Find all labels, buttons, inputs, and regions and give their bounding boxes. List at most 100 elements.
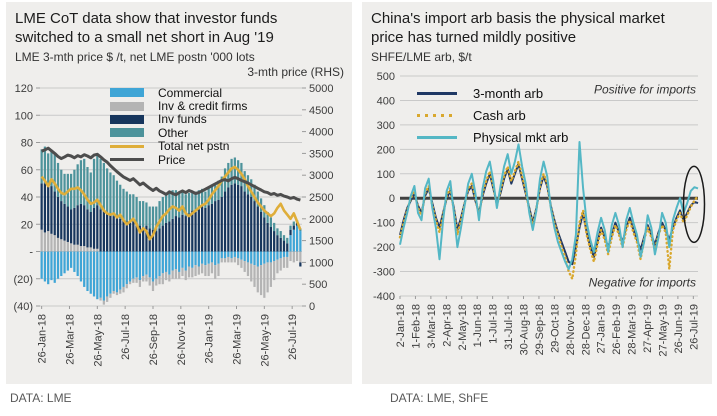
- svg-text:26-Nov-18: 26-Nov-18: [176, 314, 188, 365]
- inv-credit-swatch: [110, 101, 144, 111]
- right-chart-subtitle: SHFE/LME arb, $/t: [371, 50, 472, 64]
- svg-text:26-Mar-18: 26-Mar-18: [64, 314, 76, 365]
- svg-text:26-Jul-19: 26-Jul-19: [688, 304, 700, 350]
- svg-text:20: 20: [21, 219, 33, 231]
- right-chart-panel: China's import arb basis the physical ma…: [362, 2, 712, 384]
- legend-item-other: Other: [110, 125, 247, 140]
- svg-text:300: 300: [377, 120, 395, 132]
- svg-text:26-Jun-19: 26-Jun-19: [673, 304, 685, 354]
- svg-text:26-Sep-18: 26-Sep-18: [148, 314, 160, 365]
- right-chart-title: China's import arb basis the physical ma…: [371, 9, 703, 47]
- legend-label: Physical mkt arb: [473, 129, 569, 145]
- svg-text:(20): (20): [13, 274, 33, 286]
- svg-text:-300: -300: [373, 267, 395, 279]
- svg-text:40: 40: [21, 192, 33, 204]
- left-chart-title-line2: switched to a small net short in Aug '19: [15, 29, 274, 46]
- svg-text:4500: 4500: [309, 105, 333, 117]
- total-net-pstn-swatch: [110, 144, 144, 148]
- left-chart-subtitle: LME 3-mth price $ /t, net LME postn '000…: [15, 50, 255, 64]
- legend-item-commercial: Commercial: [110, 85, 247, 100]
- svg-text:28-Mar-19: 28-Mar-19: [627, 304, 639, 355]
- svg-text:28-Nov-18: 28-Nov-18: [565, 304, 577, 355]
- other-swatch: [110, 128, 144, 138]
- svg-text:1500: 1500: [309, 236, 333, 248]
- left-source-caption: DATA: LME: [10, 391, 72, 405]
- svg-text:-: -: [29, 247, 33, 259]
- right-chart-title-line1: China's import arb basis the physical ma…: [371, 10, 665, 27]
- legend-label: Inv & credit firms: [158, 99, 248, 114]
- three-month-arb-swatch: [417, 91, 457, 95]
- shfe-lme-arb-chart: 500 400 300 200 100 0 -100 -200 -300 -400 Positive…: [373, 71, 706, 357]
- svg-text:26-Jul-19: 26-Jul-19: [287, 314, 299, 360]
- legend-item-inv-credit: Inv & credit firms: [110, 99, 248, 114]
- svg-text:28-Dec-18: 28-Dec-18: [580, 304, 592, 355]
- legend-label: Price: [158, 152, 186, 167]
- svg-text:3000: 3000: [309, 170, 333, 182]
- left-chart-title-line1: LME CoT data show that investor funds: [15, 10, 278, 27]
- legend-label: Inv funds: [158, 112, 207, 127]
- svg-text:500: 500: [309, 279, 327, 291]
- svg-text:26-Jul-18: 26-Jul-18: [120, 314, 132, 360]
- price-swatch: [110, 157, 144, 162]
- svg-text:4000: 4000: [309, 127, 333, 139]
- svg-text:Negative for imports: Negative for imports: [589, 276, 696, 290]
- svg-text:0: 0: [389, 193, 395, 205]
- svg-text:26-Jan-18: 26-Jan-18: [37, 314, 49, 364]
- legend-item-physical-mkt-arb: Physical mkt arb: [417, 126, 568, 148]
- svg-text:2-Apr-18: 2-Apr-18: [441, 304, 453, 347]
- svg-text:-400: -400: [373, 291, 395, 303]
- right-chart-title-line2: price has turned mildly positive: [371, 29, 577, 46]
- right-axis-note: 3-mth price (RHS): [247, 65, 344, 79]
- svg-text:29-Sep-18: 29-Sep-18: [534, 304, 546, 355]
- right-source-caption: DATA: LME, ShFE: [390, 391, 489, 405]
- svg-text:30-Aug-18: 30-Aug-18: [519, 304, 531, 355]
- svg-text:500: 500: [377, 71, 395, 83]
- left-chart-legend: Commercial Inv & credit firms Inv funds …: [110, 85, 248, 167]
- svg-text:120: 120: [15, 83, 33, 95]
- legend-label: Other: [158, 125, 189, 140]
- svg-text:80: 80: [21, 138, 33, 150]
- legend-label: Total net pstn: [158, 139, 230, 154]
- svg-text:29-Oct-18: 29-Oct-18: [549, 304, 561, 353]
- physical-mkt-arb-swatch: [417, 135, 457, 139]
- svg-text:2000: 2000: [309, 214, 333, 226]
- svg-text:100: 100: [15, 110, 33, 122]
- svg-text:2500: 2500: [309, 192, 333, 204]
- right-chart-legend: 3-month arb Cash arb Physical mkt arb: [417, 82, 568, 148]
- svg-text:100: 100: [377, 169, 395, 181]
- svg-text:27-Jan-19: 27-Jan-19: [596, 304, 608, 354]
- svg-text:2-May-18: 2-May-18: [457, 304, 469, 350]
- svg-text:27-Apr-19: 27-Apr-19: [642, 304, 654, 353]
- svg-text:26-May-19: 26-May-19: [259, 314, 271, 367]
- svg-text:3-Mar-18: 3-Mar-18: [426, 304, 438, 349]
- inv-funds-swatch: [110, 114, 144, 124]
- commercial-swatch: [110, 88, 144, 98]
- svg-text:26-Jan-19: 26-Jan-19: [204, 314, 216, 364]
- svg-text:-200: -200: [373, 242, 395, 254]
- svg-text:-100: -100: [373, 218, 395, 230]
- svg-text:1-Jul-18: 1-Jul-18: [488, 304, 500, 344]
- svg-text:(40): (40): [13, 301, 33, 313]
- svg-text:26-May-18: 26-May-18: [92, 314, 104, 367]
- svg-text:Positive for imports: Positive for imports: [594, 82, 696, 96]
- cash-arb-swatch: [417, 113, 457, 117]
- legend-item-inv-funds: Inv funds: [110, 112, 247, 127]
- svg-text:400: 400: [377, 95, 395, 107]
- svg-text:31-Jul-18: 31-Jul-18: [503, 304, 515, 350]
- svg-text:60: 60: [21, 165, 33, 177]
- legend-item-3-month-arb: 3-month arb: [417, 82, 568, 104]
- svg-text:26-Feb-19: 26-Feb-19: [611, 304, 623, 355]
- svg-text:5000: 5000: [309, 83, 333, 95]
- svg-text:3500: 3500: [309, 148, 333, 160]
- svg-text:200: 200: [377, 144, 395, 156]
- left-chart-panel: LME CoT data show that investor funds sw…: [6, 2, 352, 384]
- legend-item-cash-arb: Cash arb: [417, 104, 568, 126]
- svg-text:26-Mar-19: 26-Mar-19: [232, 314, 244, 365]
- svg-text:1000: 1000: [309, 257, 333, 269]
- left-chart-title: LME CoT data show that investor funds sw…: [15, 9, 347, 47]
- legend-label: Commercial: [158, 85, 223, 100]
- svg-text:1-Jun-18: 1-Jun-18: [472, 304, 484, 347]
- legend-item-total-net-pstn: Total net pstn: [110, 139, 247, 154]
- legend-item-price: Price: [110, 152, 247, 167]
